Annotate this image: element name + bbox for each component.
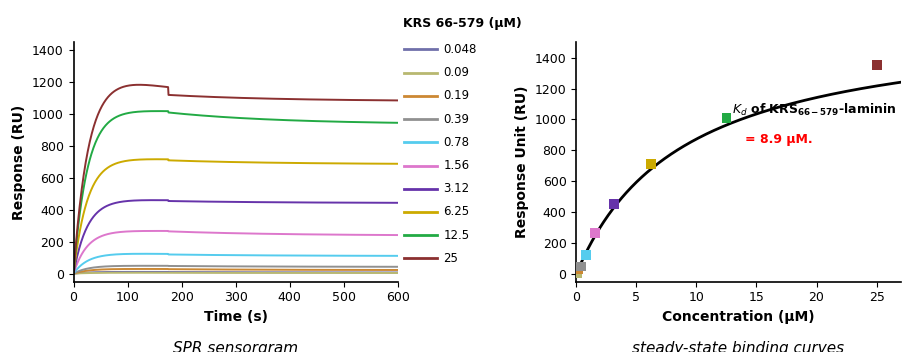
Point [570,270,584,276]
Text: 6.25: 6.25 [443,206,470,219]
X-axis label: Concentration (μM): Concentration (μM) [662,310,815,324]
Text: steady-state binding curves: steady-state binding curves [632,341,845,352]
Text: 0.048: 0.048 [443,43,477,56]
Text: 0.09: 0.09 [443,66,470,79]
Text: KRS 66-579 (μM): KRS 66-579 (μM) [403,17,522,30]
Point [578,252,593,258]
Text: $\mathit{K_d}$ of KRS$_{\mathregular{66-579}}$-laminin: $\mathit{K_d}$ of KRS$_{\mathregular{66-… [732,102,896,118]
Point [644,162,659,167]
Y-axis label: Response Unit (RU): Response Unit (RU) [516,86,529,238]
Point [607,201,621,206]
Text: 0.19: 0.19 [443,89,470,102]
Point [587,230,602,236]
Text: 1.56: 1.56 [443,159,470,172]
Text: 25: 25 [443,252,459,265]
Text: 0.78: 0.78 [443,136,470,149]
Text: 12.5: 12.5 [443,229,470,242]
Point [869,63,884,68]
X-axis label: Time (s): Time (s) [204,310,267,324]
Point [570,270,584,275]
Point [719,115,733,121]
Y-axis label: Response (RU): Response (RU) [12,104,27,220]
Text: 0.39: 0.39 [443,113,470,126]
Text: 3.12: 3.12 [443,182,470,195]
Point [573,264,588,269]
Point [572,267,586,272]
Text: = 8.9 μM.: = 8.9 μM. [745,133,812,146]
Text: SPR sensorgram: SPR sensorgram [173,341,299,352]
